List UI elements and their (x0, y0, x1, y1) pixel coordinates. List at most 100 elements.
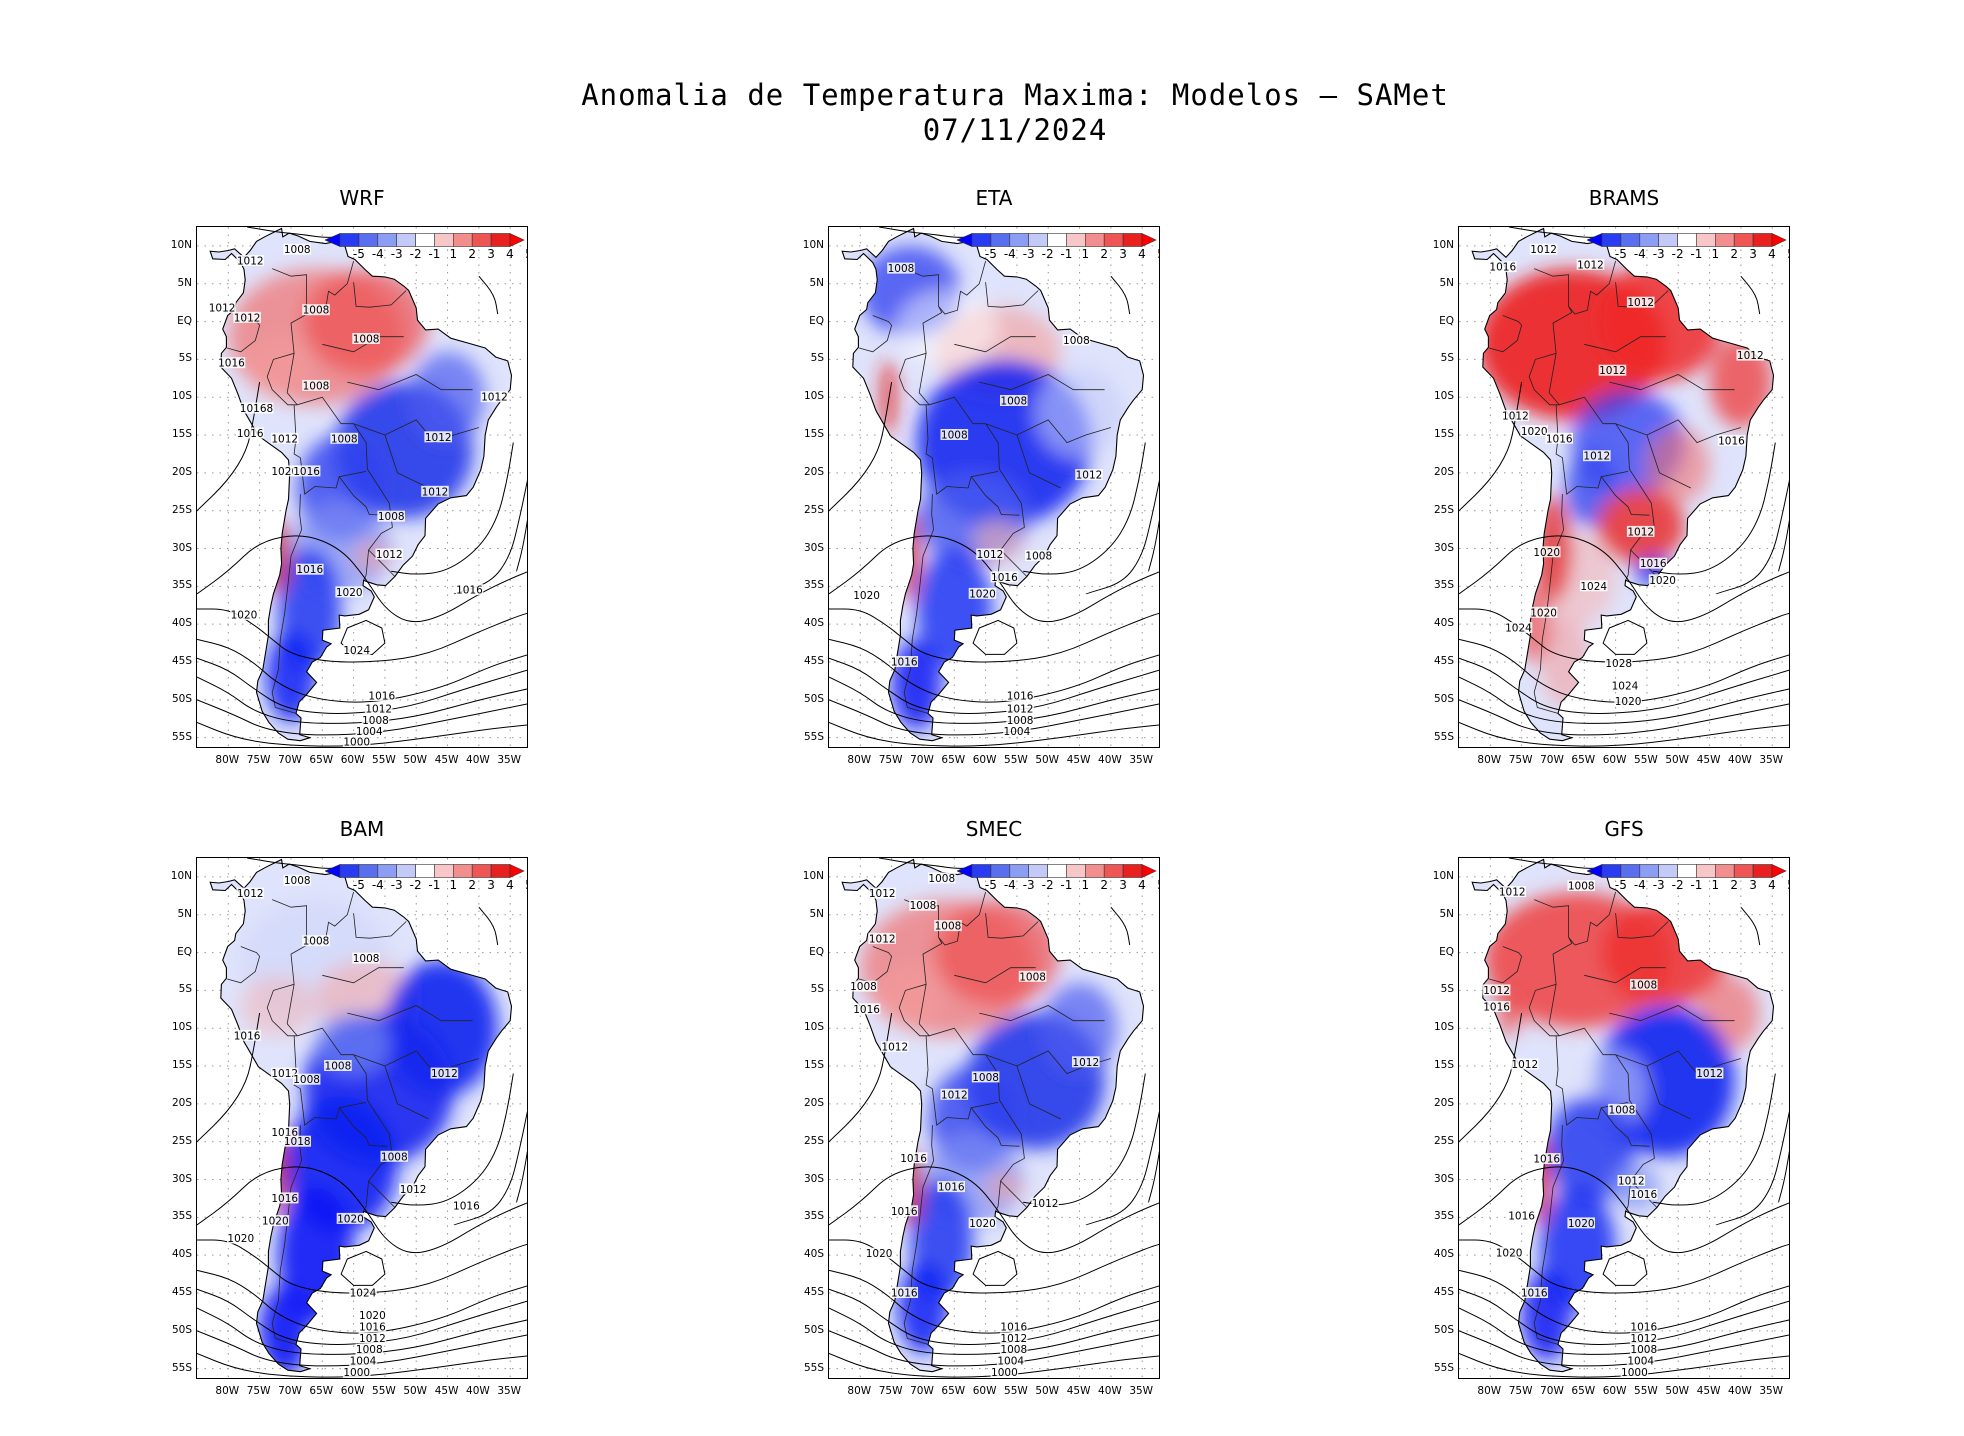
isobar-label-bg (452, 1200, 481, 1211)
isobar-label-bg (1630, 1321, 1658, 1332)
isobar-line (829, 1330, 1159, 1367)
legend-tick: -1 (1690, 247, 1703, 261)
latitude-label: 20S (171, 1096, 192, 1109)
longitude-label: 80W (847, 1385, 872, 1397)
isobar-label: 1016 (453, 1201, 480, 1213)
border-line (918, 984, 930, 1037)
isobar-label: 1008 (1025, 551, 1052, 563)
panel-title: GFS (1604, 817, 1644, 841)
isobar-label-bg (887, 262, 915, 274)
isobar-label: 1020 (336, 587, 363, 599)
isobar-label: 1024 (343, 645, 370, 657)
isobar-label: 1016 (891, 1288, 918, 1300)
isobar-label-bg (358, 1332, 387, 1344)
isobar-label: 1000 (343, 1367, 370, 1379)
isobar-label: 1012 (1599, 365, 1626, 377)
longitude-label: 50W (403, 754, 428, 766)
isobar-line (1110, 275, 1131, 315)
isobar-label-bg (937, 1181, 965, 1193)
latitude-label: EQ (809, 945, 824, 958)
isobar-label-bg (1025, 550, 1053, 562)
legend-arrow-left (957, 233, 973, 247)
latitude-label: 50S (171, 692, 192, 705)
isobar-label: 1012 (1007, 703, 1034, 715)
legend-tick: -3 (1022, 247, 1035, 261)
color-legend: -5 -4 -3 -2 -1 12345 (325, 864, 527, 898)
border-line (384, 434, 429, 489)
figure-title: Anomalia de Temperatura Maxima: Modelos … (0, 78, 1964, 148)
isobar-line (516, 1150, 527, 1203)
longitude-labels: 80W 75W 70W 65W 60W 55W 50W 45W 40W 35W (828, 1385, 1160, 1399)
legend-swatch (1696, 233, 1716, 247)
longitude-label: 75W (1508, 1385, 1533, 1397)
isobar-label: 1020 (1533, 547, 1560, 559)
isobar-line (453, 1111, 527, 1226)
coastline (209, 858, 513, 1373)
legend-tick: -2 (409, 878, 422, 892)
isobar-label: 1024 (1612, 681, 1639, 693)
longitude-label: 70W (278, 754, 302, 766)
isobar-line (516, 519, 527, 572)
isobar-label: 1016 (1640, 558, 1667, 570)
anomaly-blob (259, 1285, 310, 1372)
border-line (226, 946, 261, 984)
longitude-label: 60W (972, 754, 997, 766)
legend-tick: 4 (1138, 247, 1146, 261)
latitude-label: 10S (803, 390, 824, 403)
longitude-label: 45W (1696, 754, 1721, 766)
legend-swatch (1639, 233, 1659, 247)
isobar-line (1148, 519, 1159, 572)
isobar-label: 1008 (935, 921, 962, 933)
isobar-label-bg (1617, 1175, 1646, 1186)
isobar-label: 1024 (1505, 623, 1532, 635)
legend-swatch (1009, 864, 1029, 878)
isobar-label-bg (1598, 364, 1627, 376)
isobar-label: 1012 (1072, 1057, 1099, 1069)
isobar-label-bg (342, 644, 371, 656)
isobar-line (478, 906, 499, 946)
isobar-label-bg (236, 255, 264, 266)
isobar-label-bg (1532, 546, 1561, 558)
border-line (363, 1180, 369, 1212)
anomaly-blob (265, 631, 317, 723)
isobar-line (829, 1269, 1159, 1334)
legend-tick: 2 (468, 878, 477, 892)
isobar-label: 1012 (1502, 411, 1529, 423)
isobar-label-bg (380, 1150, 409, 1162)
isobar-line (197, 1013, 261, 1143)
isobar-label: 1016 (891, 1206, 918, 1218)
isobar-line (197, 1166, 527, 1254)
isobar-label: 1016 (891, 657, 918, 669)
latitude-label: 10N (802, 869, 824, 882)
latitude-labels: 10N 5N EQ 5S 10S 15S 20S 25S 30S 35S 40S 45S 50S 55S (1412, 226, 1454, 748)
isobar-line (1459, 1288, 1789, 1345)
border-line (1615, 1050, 1742, 1075)
longitude-label: 70W (1540, 754, 1564, 766)
isobar-labels: 1008101210081008101210081008101610121012… (849, 872, 1100, 1378)
isobar-label: 1012 (1577, 259, 1604, 271)
isobar-line (1459, 1269, 1789, 1334)
longitude-label: 55W (1004, 1385, 1028, 1397)
isobar-label: 1012 (1737, 350, 1764, 362)
isobar-label: 1016 (234, 1030, 261, 1042)
legend-arrow-left (1587, 864, 1603, 878)
isobar-label: 1012 (1696, 1068, 1723, 1080)
longitude-label: 55W (1634, 1385, 1658, 1397)
latitude-label: 5N (1439, 276, 1454, 289)
isobar-label: 1012 (941, 1089, 968, 1101)
color-legend: -5 -4 -3 -2 -1 12345 (957, 233, 1159, 267)
legend-tick: 1 (1711, 247, 1720, 261)
map-frame: 1012 1008 1012 1016 1008 1012 1012 1008 1016 1012… (1458, 857, 1790, 1379)
isobar-label-bg (1482, 1001, 1511, 1012)
latitude-label: 40S (803, 617, 824, 630)
legend-swatch (1066, 233, 1086, 247)
coastline (841, 227, 1145, 742)
legend-swatch (1733, 233, 1754, 247)
isobar-label-bg (1567, 1217, 1595, 1229)
isobar-label: 1008 (1000, 1344, 1027, 1356)
isobar-label: 1020 (227, 1233, 254, 1245)
isobar-label: 1020 (969, 1218, 996, 1230)
longitude-label: 65W (309, 754, 334, 766)
border-line (384, 1065, 429, 1120)
